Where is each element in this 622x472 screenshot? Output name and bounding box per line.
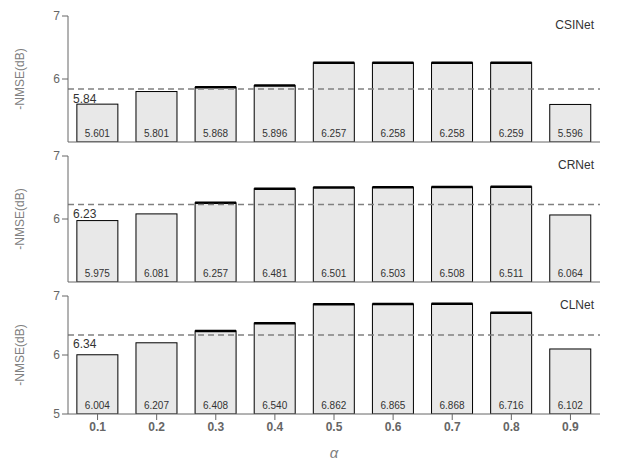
svg-text:0.9: 0.9 <box>562 420 579 434</box>
svg-text:6.508: 6.508 <box>440 268 465 279</box>
svg-text:0.6: 0.6 <box>385 420 402 434</box>
svg-text:0.1: 0.1 <box>89 420 106 434</box>
svg-text:6.102: 6.102 <box>558 400 583 411</box>
svg-text:6.501: 6.501 <box>321 268 346 279</box>
svg-text:0.5: 0.5 <box>326 420 343 434</box>
svg-text:6: 6 <box>53 212 60 226</box>
svg-text:6.34: 6.34 <box>73 337 97 351</box>
svg-text:6.207: 6.207 <box>144 400 169 411</box>
svg-text:α: α <box>330 444 339 460</box>
svg-text:6.503: 6.503 <box>380 268 405 279</box>
svg-text:6.408: 6.408 <box>203 400 228 411</box>
svg-text:5.868: 5.868 <box>203 128 228 139</box>
html-text:CRNet: CRNet <box>558 158 594 172</box>
html-text:CLNet: CLNet <box>560 298 594 312</box>
svg-text:0.2: 0.2 <box>148 420 165 434</box>
svg-text:5.801: 5.801 <box>144 128 169 139</box>
svg-text:5.84: 5.84 <box>73 92 97 106</box>
svg-text:5: 5 <box>53 407 60 421</box>
svg-text:0.4: 0.4 <box>267 420 284 434</box>
svg-text:6.511: 6.511 <box>499 268 524 279</box>
svg-text:6.258: 6.258 <box>440 128 465 139</box>
svg-text:6.004: 6.004 <box>85 400 110 411</box>
svg-text:-NMSE(dB): -NMSE(dB) <box>13 48 27 109</box>
svg-text:0.8: 0.8 <box>503 420 520 434</box>
svg-text:6.716: 6.716 <box>499 400 524 411</box>
svg-text:6.259: 6.259 <box>499 128 524 139</box>
svg-text:5.596: 5.596 <box>558 128 583 139</box>
svg-text:0.3: 0.3 <box>207 420 224 434</box>
svg-text:6: 6 <box>53 348 60 362</box>
svg-text:6.540: 6.540 <box>262 400 287 411</box>
svg-text:6.064: 6.064 <box>558 268 583 279</box>
svg-text:-NMSE(dB): -NMSE(dB) <box>13 324 27 385</box>
svg-text:6.257: 6.257 <box>203 268 228 279</box>
svg-text:6.258: 6.258 <box>380 128 405 139</box>
svg-text:7: 7 <box>53 289 60 303</box>
svg-text:5.601: 5.601 <box>85 128 110 139</box>
svg-text:6.23: 6.23 <box>73 207 97 221</box>
svg-text:6.868: 6.868 <box>440 400 465 411</box>
svg-text:6: 6 <box>53 72 60 86</box>
svg-text:7: 7 <box>53 149 60 163</box>
svg-text:-NMSE(dB): -NMSE(dB) <box>13 188 27 249</box>
svg-text:6.481: 6.481 <box>262 268 287 279</box>
svg-text:5.975: 5.975 <box>85 268 110 279</box>
svg-text:6.865: 6.865 <box>380 400 405 411</box>
svg-text:6.081: 6.081 <box>144 268 169 279</box>
svg-text:6.257: 6.257 <box>321 128 346 139</box>
svg-text:6.862: 6.862 <box>321 400 346 411</box>
svg-text:7: 7 <box>53 9 60 23</box>
html-text:CSINet: CSINet <box>555 18 594 32</box>
svg-text:0.7: 0.7 <box>444 420 461 434</box>
svg-text:5.896: 5.896 <box>262 128 287 139</box>
